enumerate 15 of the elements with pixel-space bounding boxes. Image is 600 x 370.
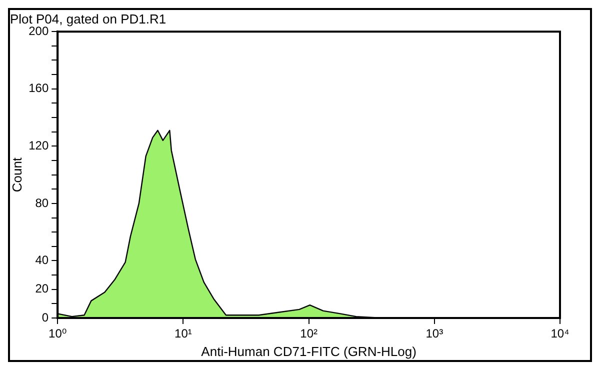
x-tick-label: 10⁰ [48,326,67,341]
chart-title: Plot P04, gated on PD1.R1 [10,11,166,26]
x-tick-label: 10² [300,326,318,341]
x-tick-label: 10³ [426,326,444,341]
x-tick-label: 10⁴ [550,326,570,341]
y-tick-label: 80 [35,196,49,210]
y-tick-label: 160 [28,81,49,96]
y-tick-label: 20 [35,282,49,296]
y-tick-label: 40 [35,253,49,268]
y-tick-label: 200 [28,24,49,38]
y-tick-label: 0 [42,310,49,324]
y-axis-title: Count [9,157,24,192]
y-tick-label: 120 [28,138,49,152]
x-axis-title: Anti-Human CD71-FITC (GRN-HLog) [201,344,416,359]
x-tick-label: 10¹ [174,326,192,341]
